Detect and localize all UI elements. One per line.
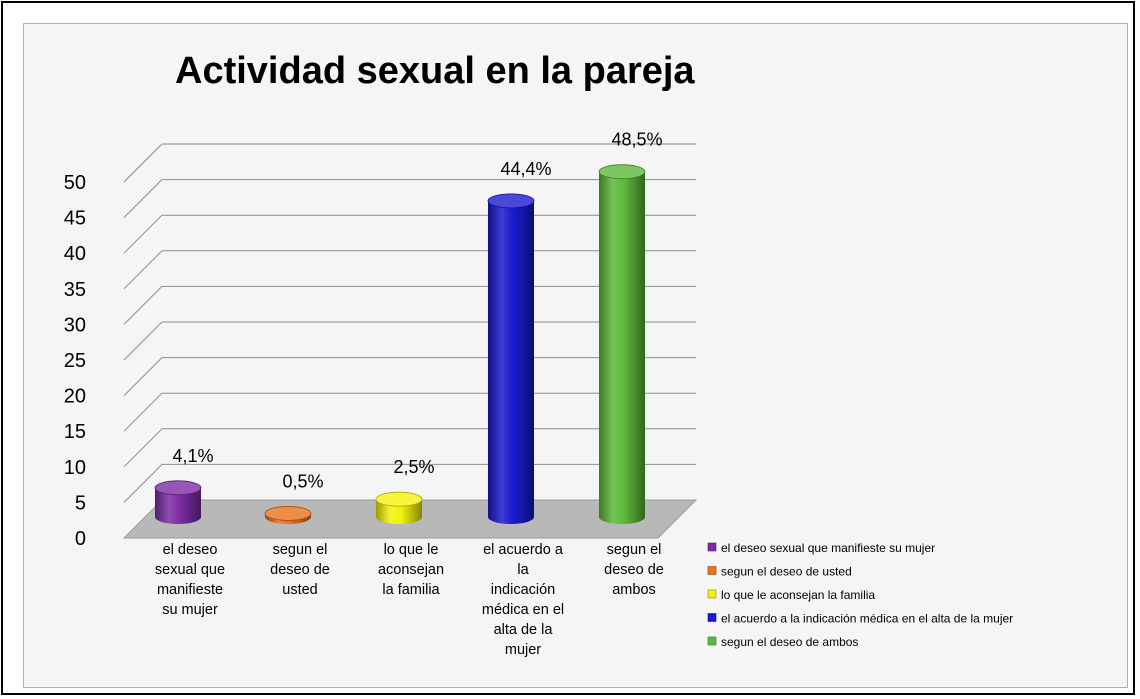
category-label: deseo de: [604, 562, 664, 578]
legend-label: el deseo sexual que manifieste su mujer: [721, 541, 935, 555]
gridline-depth: [123, 464, 163, 503]
category-label: indicación: [491, 582, 556, 598]
category-label: segun el: [607, 542, 662, 558]
bar-top: [154, 480, 202, 496]
legend-swatch: [707, 566, 717, 575]
bar-top: [487, 193, 535, 209]
category-label: médica en el: [482, 602, 564, 618]
y-tick-label: 30: [64, 314, 86, 336]
bar-top: [264, 506, 312, 521]
category-label: alta de la: [494, 622, 554, 638]
legend-label: el acuerdo a la indicación médica en el …: [721, 612, 1013, 626]
bar: [375, 491, 423, 524]
category-label: lo que le: [384, 542, 439, 558]
y-tick-label: 25: [64, 350, 86, 372]
gridline-depth: [123, 179, 163, 218]
legend-swatch: [707, 542, 717, 552]
data-labels: 4,1% 0,5% 2,5% 44,4% 48,5%: [172, 130, 662, 492]
category-label: el deseo: [163, 542, 218, 558]
category-label: manifieste: [157, 582, 223, 598]
y-tick-label: 5: [75, 492, 86, 514]
category-label: usted: [282, 582, 317, 598]
legend-label: segun el deseo de usted: [721, 565, 852, 579]
bar-body: [155, 487, 201, 524]
y-tick-label: 0: [75, 528, 86, 550]
gridline-depth: [123, 392, 163, 432]
chart-svg: 0 5 10 15 20 25 30 35 40 45 50 4,1% 0,5% 2,5% 44,4% 48…: [64, 50, 1013, 658]
category-label: el acuerdo a: [483, 542, 564, 558]
gridline-depth: [123, 428, 163, 468]
legend-swatch: [707, 636, 717, 646]
gridline-depth: [123, 143, 163, 183]
y-tick-label: 20: [64, 386, 86, 408]
category-label: segun el: [273, 542, 328, 558]
y-tick-label: 40: [64, 243, 86, 265]
data-label: 44,4%: [500, 159, 551, 179]
bar: [487, 193, 535, 524]
category-label: sexual que: [155, 562, 225, 578]
gridline-depth: [123, 321, 163, 361]
legend-label: segun el deseo de ambos: [721, 635, 858, 649]
legend-label: lo que le aconsejan la familia: [721, 588, 875, 602]
y-tick-label: 45: [64, 208, 86, 230]
chart-area: 0 5 10 15 20 25 30 35 40 45 50 4,1% 0,5% 2,5% 44,4% 48…: [23, 23, 1128, 688]
category-labels: el deseo sexual que manifieste su mujer segu…: [155, 542, 664, 658]
bar-body: [599, 171, 645, 524]
category-label: deseo de: [270, 562, 330, 578]
category-label: mujer: [505, 642, 541, 658]
category-label: la: [517, 562, 529, 578]
bar-top: [598, 164, 646, 180]
bar-top: [375, 491, 423, 507]
legend-swatch: [707, 613, 717, 622]
category-label: la familia: [382, 582, 440, 598]
category-label: su mujer: [162, 602, 218, 618]
y-tick-label: 15: [64, 421, 86, 443]
y-tick-label: 35: [64, 279, 86, 301]
category-label: ambos: [612, 582, 656, 598]
legend-swatch: [707, 589, 717, 599]
y-tick-label: 50: [64, 172, 86, 194]
y-tick-label: 10: [64, 457, 86, 479]
chart-title: Actividad sexual en la pareja: [175, 50, 695, 92]
bar: [264, 506, 312, 524]
bar: [154, 480, 202, 524]
data-label: 48,5%: [611, 130, 662, 150]
legend: el deseo sexual que manifieste su mujer s…: [707, 541, 1013, 649]
gridline-depth: [123, 250, 163, 290]
bar-body: [488, 200, 534, 524]
data-label: 4,1%: [172, 446, 213, 466]
bars: [154, 164, 646, 524]
category-label: aconsejan: [378, 562, 444, 578]
data-label: 0,5%: [282, 471, 323, 491]
data-label: 2,5%: [393, 457, 434, 477]
y-axis-ticks: 0 5 10 15 20 25 30 35 40 45 50: [64, 172, 86, 550]
bar: [598, 164, 646, 524]
gridline-depth: [123, 286, 163, 325]
gridline-depth: [123, 357, 163, 396]
gridline-depth: [123, 214, 163, 254]
